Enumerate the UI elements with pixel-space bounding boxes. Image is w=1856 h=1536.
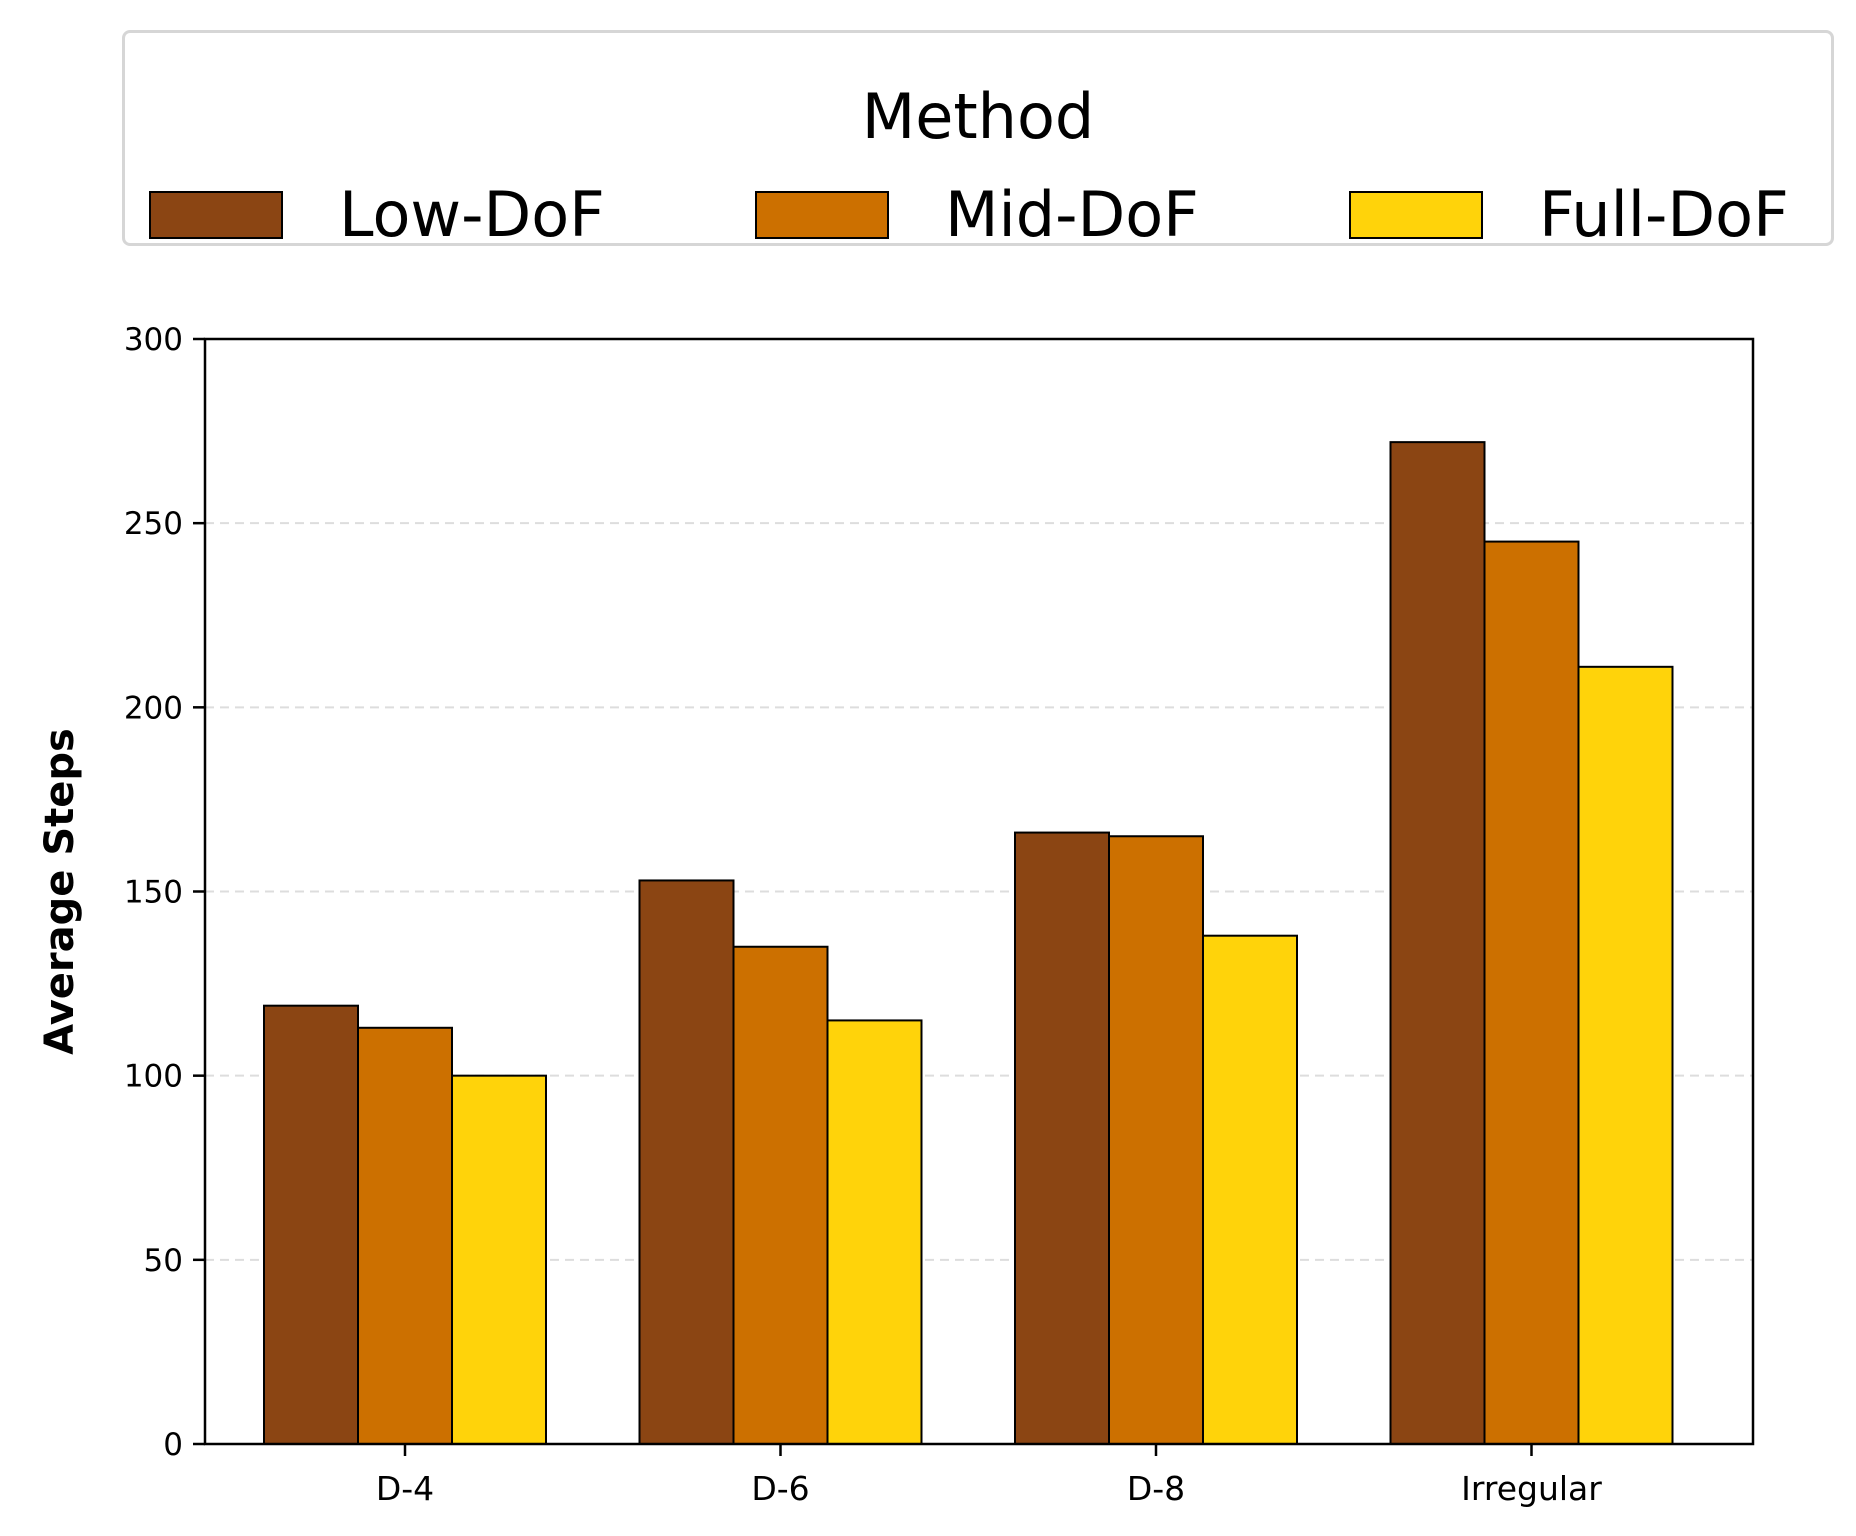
x-axis-ticks: D-4 D-6 D-8 Irregular <box>376 1444 1602 1508</box>
legend-swatch-low-dof <box>149 191 283 239</box>
y-tick-label: 200 <box>124 690 183 726</box>
y-tick-label: 100 <box>124 1059 183 1095</box>
legend-title: Method <box>861 80 1095 153</box>
bar-low-dof-d-8 <box>1014 831 1110 1445</box>
y-tick-label: 250 <box>124 506 183 542</box>
bar-mid-dof-d-4 <box>357 1026 453 1445</box>
legend-item-full-dof: Full-DoF <box>1349 181 1789 249</box>
x-tick-label: Irregular <box>1461 1469 1602 1508</box>
y-tick-label: 150 <box>124 875 183 911</box>
x-tick-label: D-6 <box>751 1469 809 1508</box>
y-axis-label: Average Steps <box>37 728 83 1055</box>
y-tick-label: 0 <box>163 1427 183 1463</box>
legend-item-mid-dof: Mid-DoF <box>755 181 1199 249</box>
legend-label-full-dof: Full-DoF <box>1539 178 1789 251</box>
legend-item-low-dof: Low-DoF <box>149 181 605 249</box>
y-tick-label: 300 <box>124 322 183 358</box>
y-tick-label: 50 <box>144 1243 183 1279</box>
bar-full-dof-irregular <box>1577 665 1674 1445</box>
legend-swatch-full-dof <box>1349 191 1483 239</box>
x-tick-label: D-8 <box>1127 1469 1185 1508</box>
legend-label-low-dof: Low-DoF <box>339 178 605 251</box>
bars <box>263 441 1674 1446</box>
bar-low-dof-irregular <box>1389 441 1486 1445</box>
bar-full-dof-d-8 <box>1202 934 1298 1445</box>
bar-full-dof-d-6 <box>826 1019 923 1446</box>
x-tick-label: D-4 <box>376 1469 434 1508</box>
bar-low-dof-d-4 <box>263 1004 359 1446</box>
bar-mid-dof-irregular <box>1483 540 1580 1445</box>
legend-label-mid-dof: Mid-DoF <box>945 178 1199 251</box>
bar-mid-dof-d-8 <box>1108 835 1204 1445</box>
bar-full-dof-d-4 <box>451 1074 547 1445</box>
legend-swatch-mid-dof <box>755 191 889 239</box>
y-axis-ticks: 0 50 100 150 200 250 300 <box>124 322 205 1463</box>
chart-legend: Method Low-DoF Mid-DoF Full-DoF <box>122 30 1834 249</box>
bar-low-dof-d-6 <box>638 879 735 1445</box>
bar-mid-dof-d-6 <box>732 945 829 1445</box>
